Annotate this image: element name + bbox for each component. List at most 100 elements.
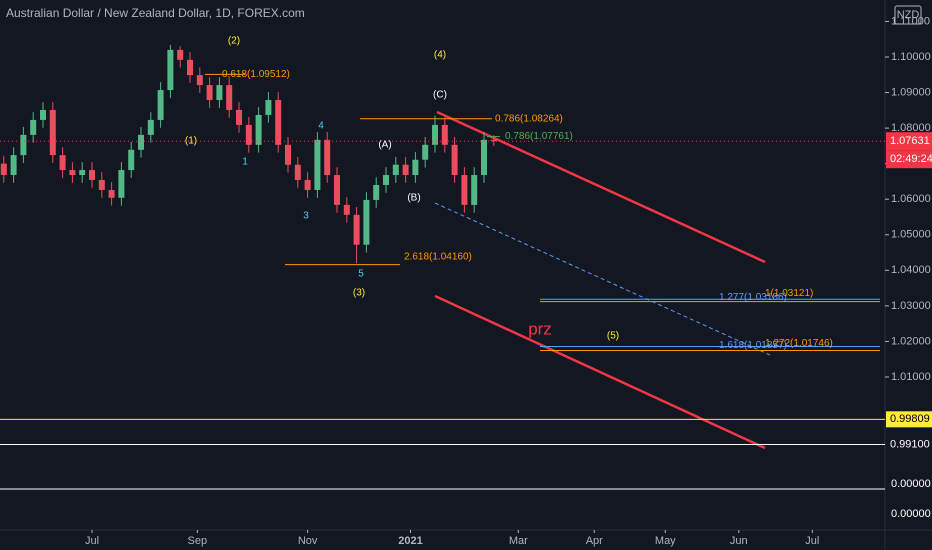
price-tag-label: 0.00000 [891, 508, 931, 520]
candle-body [157, 90, 164, 120]
candle-body [69, 170, 76, 176]
wave-label: (B) [407, 193, 420, 204]
candle-body [10, 155, 17, 176]
y-tick-label: 1.10000 [891, 51, 931, 63]
candle-body [108, 189, 115, 198]
candle-body [196, 75, 203, 86]
candle-body [490, 139, 497, 142]
candle-body [128, 149, 135, 171]
candle-body [236, 109, 243, 125]
price-tag [886, 506, 932, 522]
wave-label: (3) [353, 288, 365, 299]
last-price-tag [886, 132, 932, 151]
candle-body [285, 144, 292, 165]
candle-body [363, 199, 370, 245]
candle-body [98, 180, 105, 190]
price-tag [886, 436, 932, 453]
candle-body [167, 49, 174, 91]
wave-label: (2) [228, 36, 240, 47]
candle-body [39, 109, 46, 120]
candle-body [471, 175, 478, 205]
currency-box[interactable] [894, 5, 922, 25]
wave-label: (5) [607, 331, 619, 342]
candle-body [412, 159, 419, 176]
candle-body [353, 214, 360, 245]
price-tag-label: 0.00000 [891, 478, 931, 490]
fib-level-label: 0.618(1.09512) [222, 69, 290, 80]
candle-body [334, 175, 341, 205]
x-tick-label: Apr [586, 535, 603, 547]
candle-body [432, 124, 439, 145]
candle-body [383, 175, 390, 185]
wave-label: 4 [318, 121, 324, 132]
x-tick-label: 2021 [398, 535, 422, 547]
candle-body [206, 85, 213, 101]
channel-line [434, 294, 766, 450]
candle-body [324, 139, 331, 176]
candle-body [30, 119, 37, 135]
candle-body [441, 124, 448, 145]
price-tag-label: 0.99809 [890, 413, 930, 425]
candle-body [20, 134, 27, 156]
candle-body [265, 100, 272, 115]
last-price-label: 1.07631 [890, 135, 930, 147]
candle-body [147, 119, 154, 135]
y-tick-label: 1.09000 [891, 86, 931, 98]
candle-body [245, 124, 252, 145]
candle-body [79, 170, 86, 176]
candle-body [304, 180, 311, 190]
candle-body [0, 163, 7, 176]
projection-line [434, 202, 771, 356]
y-tick-label: 1.04000 [891, 264, 931, 276]
x-tick-label: Nov [298, 535, 318, 547]
candle-body [314, 139, 321, 190]
x-tick-label: May [655, 535, 676, 547]
candle-body [294, 164, 301, 181]
currency[interactable]: NZD [897, 9, 920, 21]
fib-level-label: 1.618(1.01857) [719, 340, 787, 351]
candle-body [226, 85, 233, 110]
candle-body [216, 85, 223, 101]
candle-body [49, 109, 56, 156]
fib-level-label: 1(1.03121) [765, 288, 813, 299]
candle-body [88, 170, 95, 181]
y-tick-label: 1.02000 [891, 335, 931, 347]
x-tick-label: Jul [85, 535, 99, 547]
candle-body [255, 114, 262, 145]
wave-label: (4) [434, 50, 446, 61]
wave-label: 3 [303, 211, 309, 222]
candle-body [59, 155, 66, 171]
wave-label: (A) [378, 140, 391, 151]
y-tick-label: 1.06000 [891, 193, 931, 205]
price-tag [886, 411, 932, 428]
candle-body [343, 204, 350, 215]
y-tick-label: 1.08000 [891, 122, 931, 134]
x-tick-label: Sep [188, 535, 208, 547]
countdown-tag [886, 150, 932, 169]
fib-level-label: 0.786(1.08264) [495, 113, 563, 124]
y-tick-label: 1.11000 [891, 15, 930, 27]
candle-body [422, 144, 429, 160]
x-tick-label: Jun [730, 535, 748, 547]
candle-body [373, 184, 380, 200]
wave-label: 5 [358, 269, 364, 280]
candle-body [275, 100, 282, 145]
fib-level-label: 2.618(1.04160) [404, 251, 472, 262]
candle-body [392, 164, 399, 176]
fib-level-label: 1.277(1.03186) [719, 292, 787, 303]
candle-body [461, 175, 468, 205]
candle-body [186, 59, 193, 76]
wave-label: prz [528, 319, 552, 338]
candle-body [402, 164, 409, 176]
y-tick-label: 1.01000 [891, 371, 931, 383]
price-tag-label: 0.99100 [890, 438, 930, 450]
y-tick-label: 1.05000 [891, 229, 931, 241]
wave-label: (C) [433, 90, 447, 101]
y-tick-label: 1.03000 [891, 300, 931, 312]
price-tag [886, 476, 932, 492]
wave-label: 1 [242, 157, 248, 168]
countdown: 02:49:24 [890, 153, 932, 165]
wave-label: (1) [185, 136, 197, 147]
